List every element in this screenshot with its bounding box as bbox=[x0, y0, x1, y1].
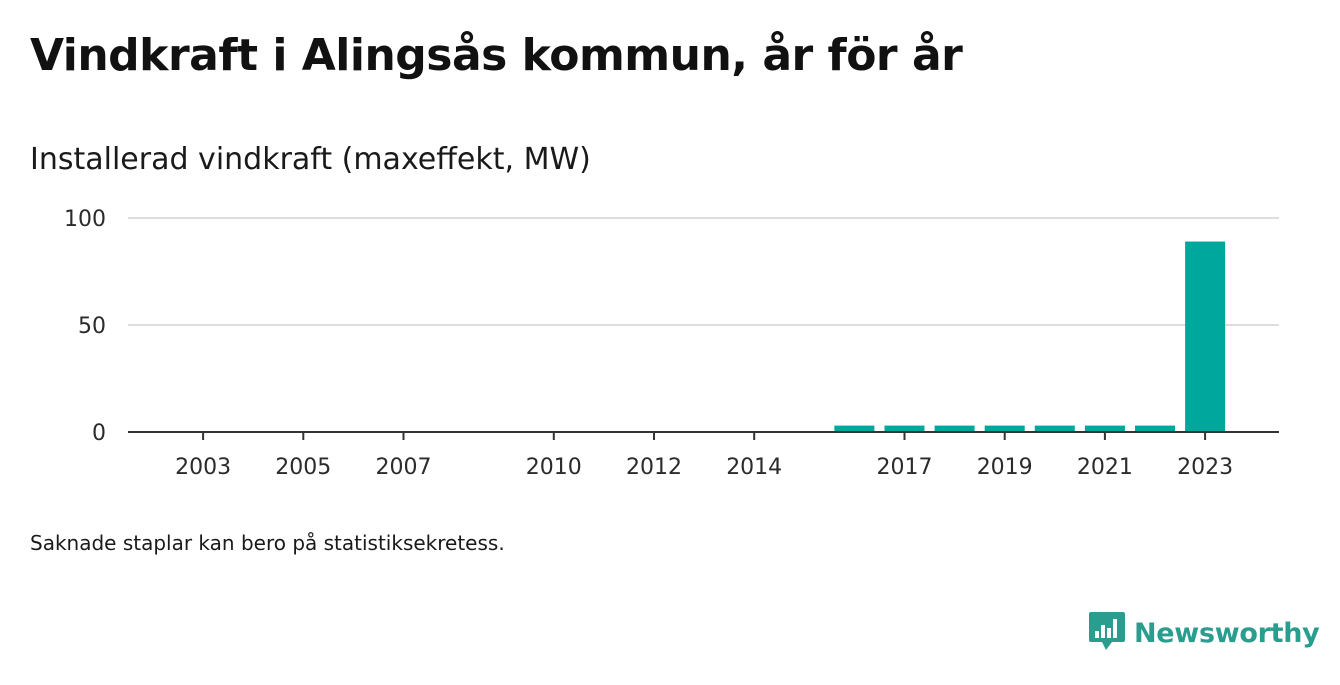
x-tick-label: 2012 bbox=[626, 455, 682, 480]
bar-2017 bbox=[884, 425, 925, 432]
chart-title: Vindkraft i Alingsås kommun, år för år bbox=[30, 30, 963, 81]
y-tick-label: 50 bbox=[78, 314, 106, 339]
bar-2021 bbox=[1084, 425, 1125, 432]
x-tick-label: 2017 bbox=[877, 455, 933, 480]
x-tick-label: 2010 bbox=[526, 455, 582, 480]
bar-2023 bbox=[1185, 241, 1226, 432]
axes: 0 50 100 2003 2005 2007 2010 2012 2014 2017 2019 20… bbox=[64, 207, 1279, 480]
chart-subtitle: Installerad vindkraft (maxeffekt, MW) bbox=[30, 142, 591, 177]
x-tick-label: 2007 bbox=[376, 455, 432, 480]
bar-chart: 0 50 100 2003 2005 2007 2010 2012 2014 2017 2019 20… bbox=[64, 207, 1279, 480]
y-tick-label: 100 bbox=[64, 207, 106, 232]
x-tick-label: 2003 bbox=[175, 455, 231, 480]
bar-2018 bbox=[934, 425, 975, 432]
gridlines bbox=[128, 217, 1279, 326]
bar-chart-speech-bubble-icon bbox=[1088, 610, 1126, 656]
x-tick-label: 2005 bbox=[275, 455, 331, 480]
bar-2022 bbox=[1135, 425, 1175, 432]
footnote: Saknade staplar kan bero på statistiksek… bbox=[30, 531, 505, 555]
x-tick-label: 2019 bbox=[977, 455, 1033, 480]
x-tick-label: 2014 bbox=[726, 455, 782, 480]
brand-name: Newsworthy bbox=[1134, 617, 1320, 649]
x-tick-label: 2023 bbox=[1177, 455, 1233, 480]
y-tick-label: 0 bbox=[92, 421, 106, 446]
x-tick-label: 2021 bbox=[1077, 455, 1133, 480]
newsworthy-brand[interactable]: Newsworthy bbox=[1088, 610, 1320, 656]
bar-2020 bbox=[1034, 425, 1075, 432]
bar-2019 bbox=[984, 425, 1025, 432]
bar-2016 bbox=[834, 425, 875, 432]
bars bbox=[834, 241, 1226, 432]
